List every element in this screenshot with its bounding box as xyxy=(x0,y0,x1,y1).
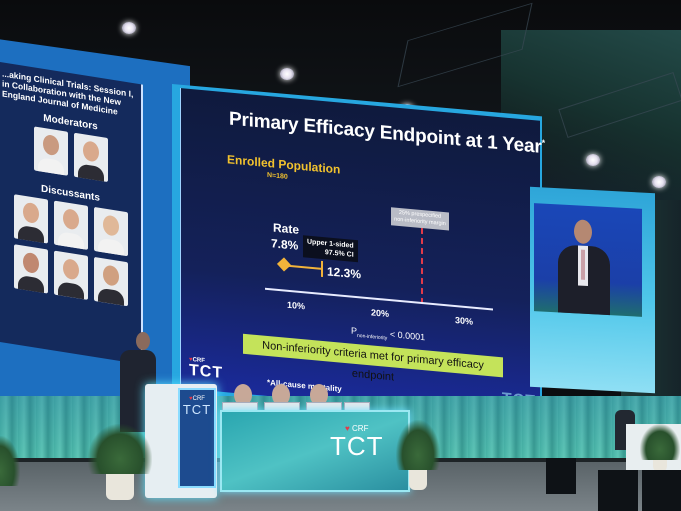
stage-monitor xyxy=(598,470,638,511)
potted-plant xyxy=(396,420,440,490)
discussant-photo xyxy=(93,256,128,307)
heart-icon: ♥ xyxy=(189,396,193,402)
desk-tct-logo: ♥ CRF TCT xyxy=(330,424,384,461)
p-value: Pnon-inferiority < 0.0001 xyxy=(351,325,426,343)
axis-tick: 20% xyxy=(371,307,390,320)
panelist xyxy=(272,384,290,406)
heart-icon: ♥ xyxy=(345,424,350,433)
discussant-photo xyxy=(53,200,88,250)
discussant-photo xyxy=(13,244,48,294)
panelist xyxy=(310,384,328,406)
axis-tick: 30% xyxy=(455,315,474,327)
stage-light-icon xyxy=(652,176,666,188)
confidence-interval-cap xyxy=(321,260,323,278)
panel-desk xyxy=(220,410,410,492)
non-inferiority-margin-line xyxy=(421,227,423,305)
speaker-video-feed xyxy=(534,203,642,317)
discussant-photos xyxy=(0,192,141,308)
potted-plant xyxy=(88,424,152,500)
rate-label: Rate xyxy=(273,220,300,237)
ci-label: Upper 1-sided 97.5% CI xyxy=(303,235,358,263)
discussant-photo xyxy=(53,250,88,300)
stage-light-icon xyxy=(586,154,600,166)
discussant-photo xyxy=(13,194,48,244)
axis-tick: 10% xyxy=(287,299,306,312)
rate-value: 7.8% xyxy=(271,236,299,253)
panelist xyxy=(234,384,252,406)
stage-light-icon xyxy=(122,22,136,34)
potted-plant xyxy=(640,424,680,472)
population-n: N=180 xyxy=(267,171,288,181)
ci-upper-value: 12.3% xyxy=(327,264,362,282)
moderator-photo xyxy=(33,126,68,176)
stage-light-icon xyxy=(280,68,294,80)
margin-label: 25% prespecified non-inferiority margin xyxy=(391,207,449,231)
stage-monitor xyxy=(642,470,681,511)
potted-plant xyxy=(0,436,20,486)
tct-logo: ♥CRF TCT xyxy=(189,356,224,382)
stage-monitor xyxy=(546,458,576,494)
confidence-interval-line xyxy=(289,264,322,270)
moderator-photo xyxy=(73,132,108,183)
discussant-photo xyxy=(93,206,128,257)
presentation-slide: Primary Efficacy Endpoint at 1 Year* Enr… xyxy=(180,88,545,421)
slide-title: Primary Efficacy Endpoint at 1 Year* xyxy=(229,108,545,158)
session-info-panel: ...aking Clinical Trials: Session I, in … xyxy=(0,62,143,365)
podium-logo: ♥CRF TCT xyxy=(178,388,216,488)
